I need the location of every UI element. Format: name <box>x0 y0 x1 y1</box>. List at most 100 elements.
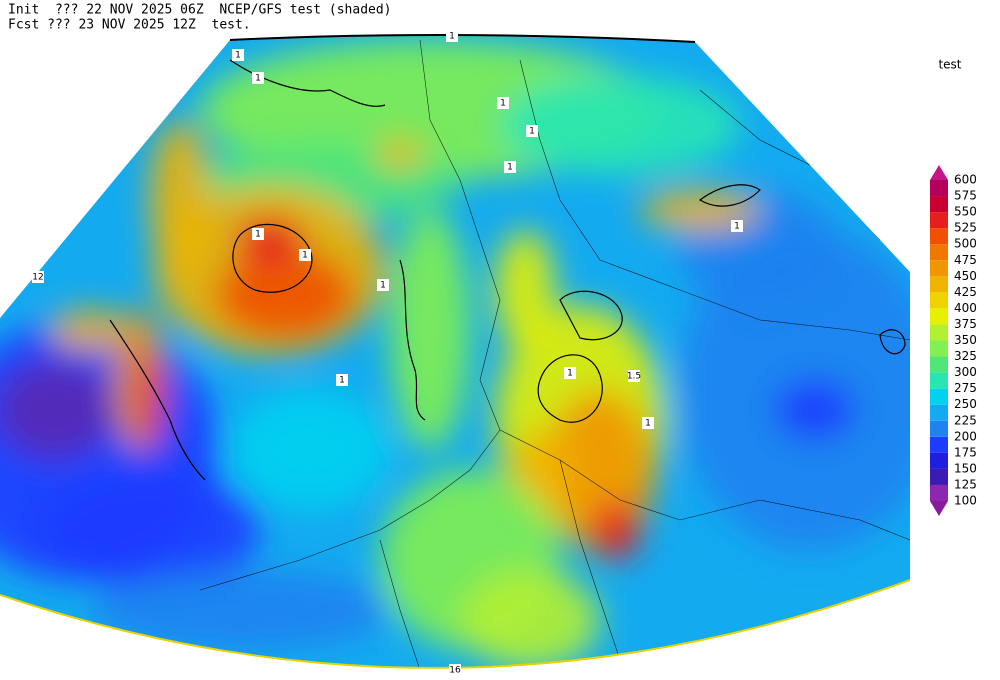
colorbar-label: 525 <box>954 221 977 235</box>
shade-blob <box>590 500 640 560</box>
shade-blob <box>0 360 115 460</box>
colorbar-box <box>930 244 948 261</box>
contour-label: 1.5 <box>627 372 641 382</box>
colorbar-label: 275 <box>954 381 977 395</box>
colorbar-box <box>930 388 948 405</box>
colorbar-label: 500 <box>954 237 977 251</box>
shade-blob <box>90 570 390 650</box>
contour-label-bg <box>449 664 461 676</box>
contour-labels: 1 1 1 1 1 1 1 1 1 1 1 1 1 1.5 12 16 <box>32 30 743 676</box>
contour-label: 1 <box>302 251 308 261</box>
shade-blob <box>775 380 855 440</box>
colorbar-label: 425 <box>954 285 977 299</box>
contour-label-bg <box>731 220 743 232</box>
contour-label: 1 <box>734 222 740 232</box>
colorbar-label: 475 <box>954 253 977 267</box>
colorbar-box <box>930 340 948 357</box>
contour-label: 1 <box>567 369 573 379</box>
shade-blob <box>500 75 740 175</box>
colorbar-box <box>930 212 948 229</box>
colorbar-box <box>930 228 948 245</box>
colorbar-label: 250 <box>954 397 977 411</box>
colorbar-label: 550 <box>954 205 977 219</box>
colorbar-box <box>930 276 948 293</box>
contour-label-bg <box>336 374 348 386</box>
shade-blob <box>640 190 760 230</box>
shade-blob <box>495 230 555 350</box>
colorbar-box <box>930 372 948 389</box>
shade-blob <box>50 310 130 350</box>
contour-label: 1 <box>645 419 651 429</box>
colorbar-label: 125 <box>954 477 977 491</box>
contour-label-bg <box>497 97 509 109</box>
colorbar-box <box>930 180 948 197</box>
contour-label-bg <box>252 228 264 240</box>
colorbar-label: 325 <box>954 349 977 363</box>
header-init: Init ??? 22 NOV 2025 06Z NCEP/GFS test (… <box>8 3 392 18</box>
colorbar-label: 200 <box>954 429 977 443</box>
colorbar-box <box>930 452 948 469</box>
colorbar-label: 400 <box>954 301 977 315</box>
colorbar-box <box>930 468 948 485</box>
shade-blob <box>375 140 425 170</box>
colorbar-label: 600 <box>954 173 977 187</box>
colorbar-title: test <box>938 58 961 72</box>
contour-label: 1 <box>339 376 345 386</box>
colorbar-box <box>930 324 948 341</box>
colorbar-low-arrow <box>930 501 948 516</box>
map-area <box>0 34 910 668</box>
contour-label-bg <box>446 30 458 42</box>
contour-label-bg <box>32 271 44 283</box>
shade-blob <box>460 570 600 668</box>
contour-label: 1 <box>529 127 535 137</box>
colorbar-label: 375 <box>954 317 977 331</box>
colorbar-label: 300 <box>954 365 977 379</box>
colorbar-box <box>930 260 948 277</box>
contour-label: 1 <box>255 74 261 84</box>
contour-label-bg <box>564 367 576 379</box>
colorbar-box <box>930 308 948 325</box>
colorbar: 100 125 150 175 200 225 250 275 300 325 350 375 400 4… <box>930 165 977 516</box>
contour-label-bg <box>377 279 389 291</box>
colorbar-box <box>930 436 948 453</box>
contour-label: 1 <box>449 32 455 42</box>
contour-label-bg <box>299 249 311 261</box>
map-top-edge <box>229 33 696 43</box>
contour-label: 1 <box>235 51 241 61</box>
shade-blob <box>235 215 305 265</box>
borders <box>199 39 910 668</box>
colorbar-label: 450 <box>954 269 977 283</box>
colorbar-high-arrow <box>930 165 948 180</box>
colorbar-box <box>930 484 948 501</box>
colorbar-box <box>930 404 948 421</box>
contour-label-bg <box>642 417 654 429</box>
colorbar-box <box>930 196 948 213</box>
contour-label-bg <box>504 161 516 173</box>
colorbar-label: 350 <box>954 333 977 347</box>
contour-label: 1 <box>507 163 513 173</box>
colorbar-label: 150 <box>954 461 977 475</box>
colorbar-label: 225 <box>954 413 977 427</box>
shade-blob <box>138 350 162 450</box>
colorbar-box <box>930 292 948 309</box>
contour-label: 16 <box>449 666 461 676</box>
contour-label-bg <box>252 72 264 84</box>
shade-blob <box>40 470 260 590</box>
colorbar-label: 100 <box>954 494 977 508</box>
contour-label-bg <box>526 125 538 137</box>
shade-blob <box>215 250 355 340</box>
contour-label: 1 <box>255 230 261 240</box>
shade-blob <box>230 390 390 510</box>
shade-blob <box>390 210 470 450</box>
colorbar-label: 575 <box>954 189 977 203</box>
contour-label-bg <box>628 370 640 382</box>
header-fcst: Fcst ??? 23 NOV 2025 12Z test. <box>8 18 251 33</box>
contour-label-bg <box>232 49 244 61</box>
contour-label: 1 <box>380 281 386 291</box>
colorbar-box <box>930 420 948 437</box>
colorbar-label: 175 <box>954 445 977 459</box>
contour-label: 1 <box>500 99 506 109</box>
shading <box>0 40 910 668</box>
